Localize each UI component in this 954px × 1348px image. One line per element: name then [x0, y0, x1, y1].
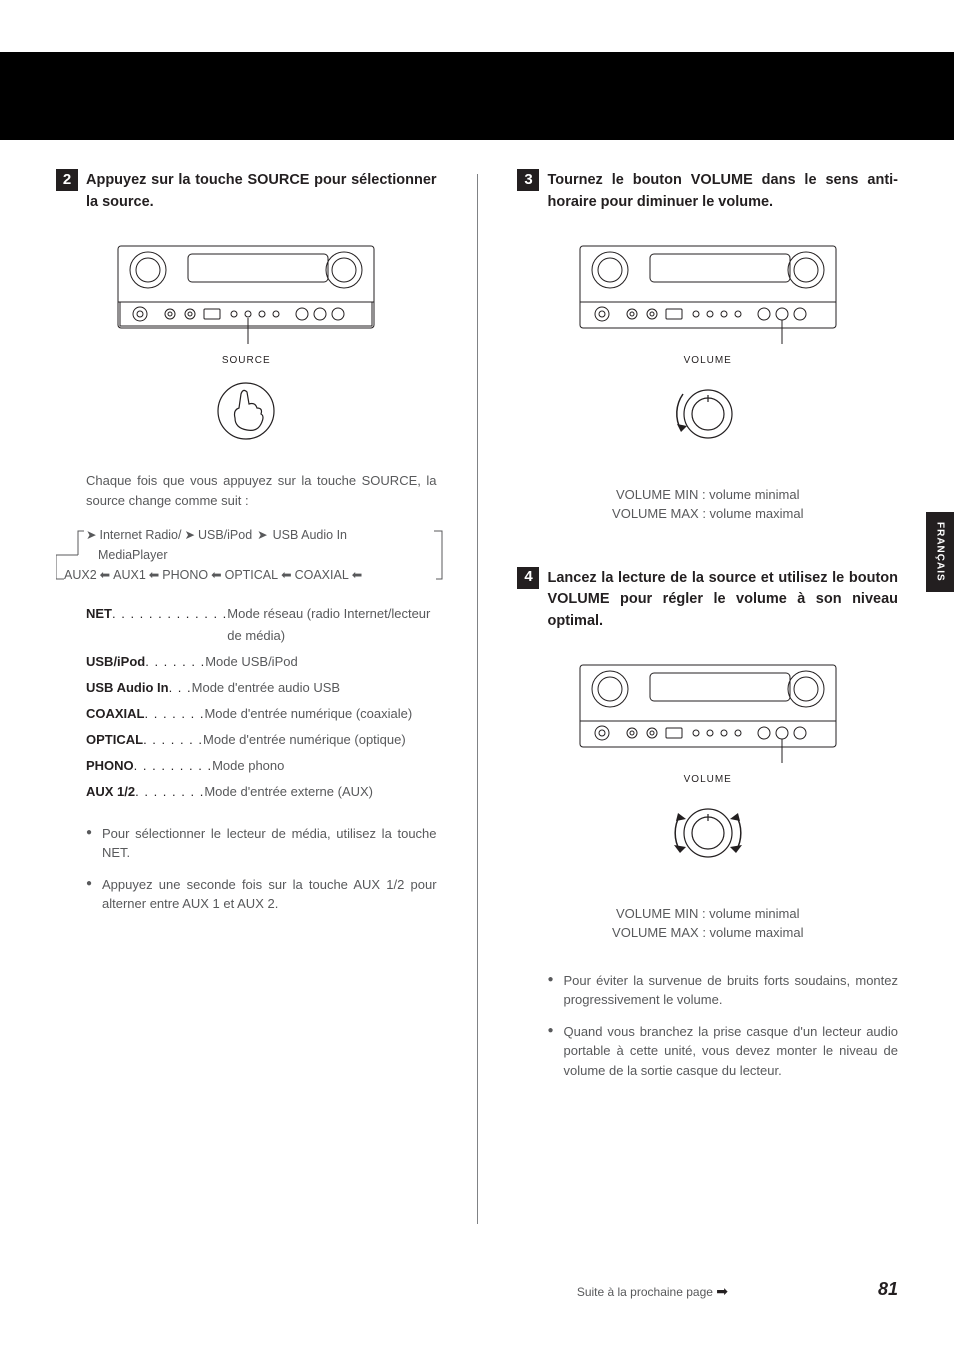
bullet-item: Pour sélectionner le lecteur de média, u…: [86, 824, 437, 863]
left-column: 2 Appuyez sur la touche SOURCE pour séle…: [56, 170, 437, 1224]
flow-aux2: AUX2: [64, 565, 97, 585]
flow-usb-ipod: USB/iPod: [198, 525, 252, 545]
mode-dots: . . . . . . .: [145, 651, 205, 673]
step3-head-text: Tournez le bouton VOLUME dans le sens an…: [547, 170, 898, 214]
mode-row: OPTICAL . . . . . . .Mode d'entrée numér…: [86, 729, 437, 751]
step2-intro: Chaque fois que vous appuyez sur la touc…: [86, 471, 437, 511]
step3-figure: VOLUME: [517, 244, 898, 469]
mode-key: PHONO: [86, 755, 134, 777]
mode-row: PHONO . . . . . . . . .Mode phono: [86, 755, 437, 777]
step3-number: 3: [517, 169, 539, 191]
amplifier-line-art: [116, 244, 376, 344]
mode-row: USB/iPod . . . . . . .Mode USB/iPod: [86, 651, 437, 673]
step3-caption: VOLUME MIN : volume minimal VOLUME MAX :…: [517, 485, 898, 524]
step-4: 4 Lancez la lecture de la source et util…: [517, 568, 898, 1081]
step4-figure: VOLUME: [517, 663, 898, 888]
vol-max-1: VOLUME MAX : volume maximal: [612, 506, 803, 521]
mode-key: COAXIAL: [86, 703, 145, 725]
step3-heading: 3 Tournez le bouton VOLUME dans le sens …: [517, 170, 898, 214]
source-flow: ➤ Internet Radio/ ➤ USB/iPod ➤ USB Audio…: [64, 525, 437, 585]
right-column: 3 Tournez le bouton VOLUME dans le sens …: [517, 170, 898, 1224]
mode-val: Mode réseau (radio Internet/lecteur de m…: [227, 603, 436, 647]
mode-val: Mode d'entrée audio USB: [192, 677, 437, 699]
vol-max-2: VOLUME MAX : volume maximal: [612, 925, 803, 940]
vol-min-1: VOLUME MIN : volume minimal: [616, 487, 799, 502]
column-divider: [477, 174, 478, 1224]
volume-label-1: VOLUME: [517, 355, 898, 366]
header-black-band: [0, 52, 954, 140]
mode-key: NET: [86, 603, 112, 647]
mode-key: USB/iPod: [86, 651, 145, 673]
flow-aux1: AUX1: [113, 565, 146, 585]
mode-row: NET . . . . . . . . . . . . .Mode réseau…: [86, 603, 437, 647]
step-3: 3 Tournez le bouton VOLUME dans le sens …: [517, 170, 898, 524]
step4-head-text: Lancez la lecture de la source et utilis…: [547, 568, 898, 633]
flow-usb-audio: USB Audio In: [273, 525, 347, 545]
mode-row: COAXIAL . . . . . . .Mode d'entrée numér…: [86, 703, 437, 725]
volume-knob-ccw-icon: [663, 374, 753, 464]
mode-row: AUX 1/2 . . . . . . . .Mode d'entrée ext…: [86, 781, 437, 803]
mode-key: AUX 1/2: [86, 781, 135, 803]
mode-val: Mode d'entrée externe (AUX): [204, 781, 436, 803]
mode-dots: . . .: [169, 677, 192, 699]
mode-val: Mode d'entrée numérique (optique): [203, 729, 437, 751]
main-content: 2 Appuyez sur la touche SOURCE pour séle…: [56, 170, 898, 1224]
mode-dots: . . . . . . . .: [135, 781, 204, 803]
flow-internet-radio: Internet Radio/: [99, 525, 181, 545]
press-hand-icon: [211, 376, 281, 446]
page-number: 81: [878, 1279, 898, 1300]
flow-phono: PHONO: [162, 565, 208, 585]
step2-bullets: Pour sélectionner le lecteur de média, u…: [86, 824, 437, 914]
step-2: 2 Appuyez sur la touche SOURCE pour séle…: [56, 170, 437, 914]
amplifier-line-art-3: [578, 663, 838, 763]
bullet-item: Quand vous branchez la prise casque d'un…: [547, 1022, 898, 1081]
mode-dots: . . . . . . .: [145, 703, 205, 725]
mode-key: USB Audio In: [86, 677, 169, 699]
step4-bullets: Pour éviter la survenue de bruits forts …: [547, 971, 898, 1081]
page-footer: Suite à la prochaine page ➡ 81: [56, 1283, 898, 1300]
flow-optical: OPTICAL: [225, 565, 279, 585]
amplifier-line-art-2: [578, 244, 838, 344]
mode-row: USB Audio In . . .Mode d'entrée audio US…: [86, 677, 437, 699]
step2-heading: 2 Appuyez sur la touche SOURCE pour séle…: [56, 170, 437, 214]
step2-head-text: Appuyez sur la touche SOURCE pour sélect…: [86, 170, 437, 214]
continue-text: Suite à la prochaine page: [577, 1285, 713, 1299]
step2-number: 2: [56, 169, 78, 191]
source-label: SOURCE: [56, 355, 437, 366]
step2-figure: SOURCE: [56, 244, 437, 451]
mode-definitions: NET . . . . . . . . . . . . .Mode réseau…: [86, 603, 437, 804]
mode-dots: . . . . . . . . . . . . .: [112, 603, 227, 647]
mode-key: OPTICAL: [86, 729, 143, 751]
bullet-item: Pour éviter la survenue de bruits forts …: [547, 971, 898, 1010]
flow-mediaplayer: MediaPlayer: [64, 545, 437, 565]
step4-heading: 4 Lancez la lecture de la source et util…: [517, 568, 898, 633]
flow-coaxial: COAXIAL: [295, 565, 349, 585]
volume-knob-both-icon: [658, 793, 758, 883]
mode-val: Mode d'entrée numérique (coaxiale): [204, 703, 436, 725]
step4-caption: VOLUME MIN : volume minimal VOLUME MAX :…: [517, 904, 898, 943]
mode-dots: . . . . . . .: [143, 729, 203, 751]
language-tab: FRANÇAIS: [926, 512, 954, 592]
mode-dots: . . . . . . . . .: [134, 755, 212, 777]
mode-val: Mode USB/iPod: [205, 651, 436, 673]
vol-min-2: VOLUME MIN : volume minimal: [616, 906, 799, 921]
bullet-item: Appuyez une seconde fois sur la touche A…: [86, 875, 437, 914]
step4-number: 4: [517, 567, 539, 589]
mode-val: Mode phono: [212, 755, 436, 777]
volume-label-2: VOLUME: [517, 774, 898, 785]
continue-arrow-icon: ➡: [716, 1283, 728, 1299]
